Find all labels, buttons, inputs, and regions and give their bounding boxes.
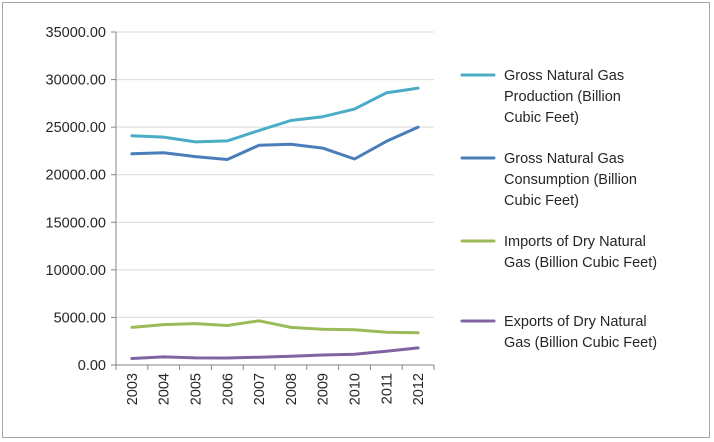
y-tick-label: 25000.00 — [46, 120, 106, 136]
legend-label-4: Gas (Billion Cubic Feet) — [504, 335, 657, 351]
series-line-2 — [130, 125, 420, 161]
axes — [111, 31, 435, 370]
legend-label-4: Exports of Dry Natural — [504, 314, 647, 330]
gridlines — [116, 31, 434, 318]
legend-label-1: Cubic Feet) — [504, 110, 579, 126]
legend-label-3: Gas (Billion Cubic Feet) — [504, 255, 657, 271]
y-tick-label: 20000.00 — [46, 168, 106, 184]
x-tick-label: 2003 — [125, 373, 141, 405]
y-tick-label: 0.00 — [78, 358, 106, 374]
y-tick-label: 15000.00 — [46, 215, 106, 231]
x-tick-label: 2010 — [348, 373, 364, 405]
x-axis-ticks: 2003 2004 2005 2006 2007 2008 2009 2010 2011 2012 — [125, 373, 427, 405]
x-tick-label: 2006 — [220, 373, 236, 405]
y-axis-ticks: 0.00 5000.00 10000.00 15000.00 20000.00 25000… — [46, 25, 106, 374]
x-tick-label: 2004 — [157, 373, 173, 405]
legend: Gross Natural Gas Production (Billion Cubi… — [460, 68, 657, 351]
series-line-3 — [130, 319, 420, 335]
series-lines — [130, 86, 420, 360]
y-tick-label: 30000.00 — [46, 73, 106, 89]
x-tick-label: 2005 — [189, 373, 205, 405]
x-tick-label: 2012 — [411, 373, 427, 405]
series-line-1 — [130, 86, 420, 144]
x-tick-label: 2011 — [379, 373, 395, 404]
legend-label-2: Consumption (Billion — [504, 172, 637, 188]
legend-label-1: Gross Natural Gas — [504, 68, 624, 84]
legend-label-2: Cubic Feet) — [504, 193, 579, 209]
x-tick-label: 2009 — [316, 373, 332, 405]
x-tick-label: 2008 — [284, 373, 300, 405]
series-line-4 — [130, 346, 420, 360]
y-tick-label: 35000.00 — [46, 25, 106, 41]
legend-label-1: Production (Billion — [504, 89, 621, 105]
y-tick-label: 10000.00 — [46, 263, 106, 279]
legend-label-2: Gross Natural Gas — [504, 151, 624, 167]
y-tick-label: 5000.00 — [54, 310, 106, 326]
legend-label-3: Imports of Dry Natural — [504, 234, 646, 250]
x-tick-label: 2007 — [252, 373, 268, 405]
